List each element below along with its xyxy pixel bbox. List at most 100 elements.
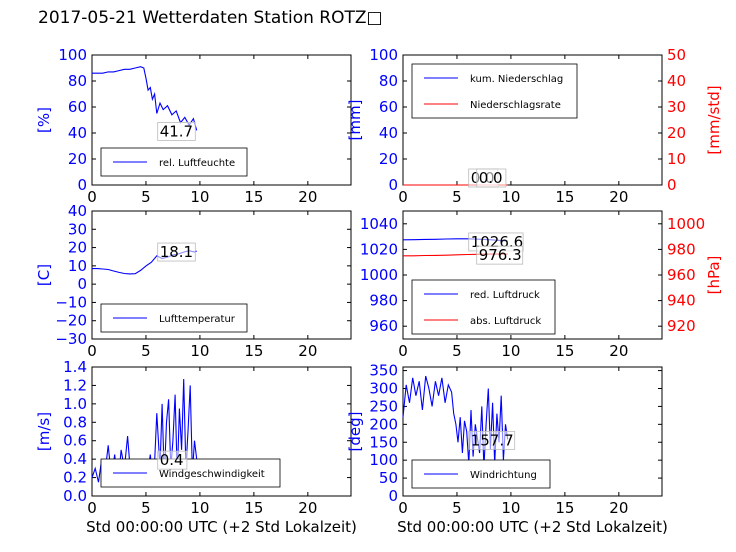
value-annotation: 0.4 [160, 451, 184, 469]
x-tick-label: 5 [141, 188, 151, 206]
x-tick-label: 10 [190, 342, 209, 360]
y-right-tick-label: 920 [667, 317, 696, 335]
x-tick-label: 20 [609, 342, 628, 360]
value-annotation-box [468, 430, 516, 450]
x-axis-label: Std 00:00:00 UTC (+2 Std Lokalzeit) [397, 518, 668, 536]
value-annotation: 157.7 [471, 431, 514, 449]
y-tick-label: 40 [379, 124, 398, 142]
legend-label: Windrichtung [470, 470, 537, 481]
y-tick-label: 350 [369, 362, 398, 380]
y-tick-label: 20 [379, 150, 398, 168]
y-tick-label: 0 [388, 487, 398, 505]
x-tick-label: 0 [398, 499, 408, 517]
x-tick-label: 10 [501, 342, 520, 360]
plot-frame-temperature [91, 210, 352, 340]
x-tick-label: 10 [190, 499, 209, 517]
x-tick-label: 0 [87, 188, 97, 206]
y-tick-label: 1.2 [63, 376, 87, 394]
y-tick-label: 1.0 [63, 395, 87, 413]
x-tick-label: 0 [87, 342, 97, 360]
y-right-axis-label: [mm/std] [705, 85, 723, 154]
plot-frame-wind_speed [91, 366, 352, 497]
y-tick-label: 20 [68, 239, 87, 257]
value-annotation-2-box [476, 168, 507, 188]
x-tick-label: 20 [298, 499, 317, 517]
y-tick-label: 1040 [360, 215, 398, 233]
y-right-tick-label: 980 [667, 240, 696, 258]
y-tick-label: 0.2 [63, 469, 87, 487]
y-right-tick-label: 40 [667, 72, 686, 90]
y-right-tick-label: 0 [667, 176, 677, 194]
x-tick-label: 5 [141, 499, 151, 517]
x-tick-label: 15 [555, 499, 574, 517]
x-tick-label: 20 [298, 342, 317, 360]
y-tick-label: 50 [379, 469, 398, 487]
y-tick-label: 40 [68, 202, 87, 220]
legend-label: Windgeschwindigkeit [159, 469, 265, 480]
y-tick-label: 0.8 [63, 413, 87, 431]
y-tick-label: 60 [379, 98, 398, 116]
y-tick-label: 100 [369, 46, 398, 64]
x-tick-label: 0 [398, 342, 408, 360]
x-tick-label: 20 [298, 188, 317, 206]
legend-label: rel. Luftfeuchte [159, 158, 235, 169]
y-tick-label: 100 [58, 46, 87, 64]
x-tick-label: 15 [244, 499, 263, 517]
plot-frame-precipitation [402, 54, 663, 186]
legend-box [411, 279, 556, 335]
value-annotation: 18.1 [160, 243, 193, 261]
y-axis-label: [m/s] [35, 412, 53, 451]
legend-label: Lufttemperatur [159, 314, 236, 325]
x-tick-label: 0 [398, 188, 408, 206]
x-tick-label: 10 [501, 188, 520, 206]
y-tick-label: 250 [369, 397, 398, 415]
x-tick-label: 10 [501, 499, 520, 517]
y-tick-label: 200 [369, 415, 398, 433]
series-line-wind_direction-0 [402, 375, 509, 468]
y-axis-label: [C] [35, 264, 53, 286]
y-axis-label: [mm] [346, 100, 364, 141]
y-tick-label: 1020 [360, 240, 398, 258]
y-tick-label: 0.4 [63, 450, 87, 468]
y-tick-label: 0 [77, 176, 87, 194]
y-tick-label: 150 [369, 433, 398, 451]
value-annotation-box [157, 122, 196, 141]
value-annotation-2: 0.0 [479, 169, 503, 187]
y-tick-label: 100 [369, 451, 398, 469]
y-tick-label: 1000 [360, 266, 398, 284]
y-right-tick-label: 20 [667, 124, 686, 142]
y-tick-label: 0 [388, 176, 398, 194]
x-tick-label: 0 [87, 499, 97, 517]
y-right-tick-label: 1000 [667, 215, 705, 233]
figure-title: 2017-05-21 Wetterdaten Station ROTZ□ [38, 8, 383, 28]
x-tick-label: 15 [555, 188, 574, 206]
y-right-axis-label: [hPa] [705, 256, 723, 295]
x-tick-label: 5 [141, 342, 151, 360]
x-tick-label: 15 [244, 342, 263, 360]
x-tick-label: 5 [452, 342, 462, 360]
x-tick-label: 15 [555, 342, 574, 360]
y-right-tick-label: 940 [667, 292, 696, 310]
y-tick-label: 980 [369, 292, 398, 310]
y-tick-label: 80 [379, 72, 398, 90]
value-annotation-box [157, 450, 188, 470]
y-right-tick-label: 30 [667, 98, 686, 116]
y-right-tick-label: 10 [667, 150, 686, 168]
y-tick-label: −30 [55, 330, 87, 348]
value-annotation: 41.7 [160, 122, 193, 140]
x-tick-label: 20 [609, 499, 628, 517]
y-tick-label: 40 [68, 124, 87, 142]
legend-label: Niederschlagsrate [470, 100, 561, 111]
x-tick-label: 10 [190, 188, 209, 206]
y-tick-label: 0 [77, 275, 87, 293]
legend-label: abs. Luftdruck [470, 316, 541, 327]
y-axis-label: [deg] [346, 412, 364, 452]
y-tick-label: 80 [68, 72, 87, 90]
y-tick-label: 1.4 [63, 358, 87, 376]
value-annotation-box [157, 242, 196, 262]
y-tick-label: 0.6 [63, 432, 87, 450]
y-tick-label: 960 [369, 317, 398, 335]
x-tick-label: 20 [609, 188, 628, 206]
plot-frame-humidity [91, 54, 352, 186]
